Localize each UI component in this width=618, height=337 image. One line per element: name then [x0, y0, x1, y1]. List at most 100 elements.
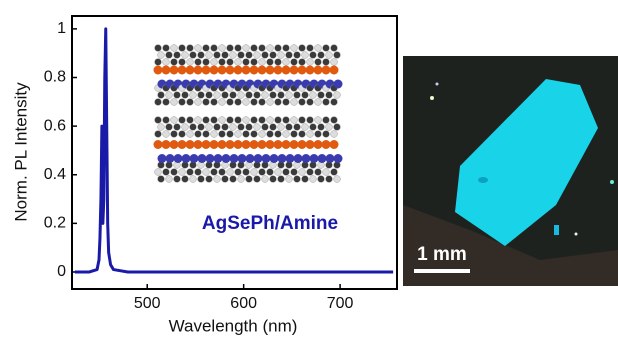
atom [267, 45, 274, 52]
atom [314, 66, 323, 75]
atom [182, 176, 189, 183]
atom [299, 99, 306, 106]
atom [246, 92, 253, 99]
atom [174, 124, 181, 131]
atom [243, 45, 250, 52]
atom [166, 52, 173, 59]
atom [275, 45, 282, 52]
y-axis-label: Norm. PL Intensity [11, 82, 30, 222]
atom [230, 124, 237, 131]
atom [195, 99, 202, 106]
atom [302, 176, 309, 183]
atom [302, 154, 311, 163]
atom [190, 52, 197, 59]
y-tick-label: 1 [57, 20, 66, 37]
atom [267, 169, 274, 176]
atom [166, 154, 175, 163]
atom [203, 117, 210, 124]
atom [251, 117, 258, 124]
atom [291, 169, 298, 176]
atom [283, 117, 290, 124]
speck [436, 83, 439, 86]
atom [235, 131, 242, 138]
atom [278, 52, 285, 59]
atom [299, 59, 306, 66]
atom [246, 154, 255, 163]
photo: 1 mm [403, 56, 618, 286]
atom [227, 99, 234, 106]
atom [179, 99, 186, 106]
atom [187, 45, 194, 52]
atom [238, 176, 245, 183]
atom [163, 45, 170, 52]
atom [302, 124, 309, 131]
scale-bar-label: 1 mm [417, 244, 467, 265]
atom [158, 124, 165, 131]
atom [254, 176, 261, 183]
atom [171, 99, 178, 106]
atom [222, 176, 229, 183]
atom [283, 99, 290, 106]
atom [227, 117, 234, 124]
atom [267, 117, 274, 124]
atom [214, 176, 221, 183]
atom [235, 117, 242, 124]
atom [226, 66, 235, 75]
atom [243, 169, 250, 176]
atom [294, 176, 301, 183]
y-tick-label: 0.6 [44, 117, 66, 134]
atom [315, 59, 322, 66]
atom [218, 140, 227, 149]
atom [162, 140, 171, 149]
atom [211, 45, 218, 52]
atom [186, 140, 195, 149]
atom [174, 92, 181, 99]
atom [254, 52, 261, 59]
atom [334, 176, 341, 183]
atom [206, 92, 213, 99]
atom [155, 131, 162, 138]
atom [182, 154, 191, 163]
atom [283, 131, 290, 138]
atom [227, 59, 234, 66]
atom [315, 131, 322, 138]
atom [179, 45, 186, 52]
atom [251, 45, 258, 52]
atom [210, 66, 219, 75]
atom [219, 99, 226, 106]
atom [326, 154, 335, 163]
atom [331, 117, 338, 124]
atom [227, 45, 234, 52]
atom [243, 131, 250, 138]
atom [315, 169, 322, 176]
atom [227, 131, 234, 138]
x-tick-label: 500 [134, 295, 161, 312]
atom [162, 66, 171, 75]
atom [270, 176, 277, 183]
atom [334, 124, 341, 131]
atom [274, 66, 283, 75]
atom [155, 99, 162, 106]
atom [182, 92, 189, 99]
atom [298, 140, 307, 149]
atom [190, 92, 197, 99]
atom [246, 176, 253, 183]
atom [243, 99, 250, 106]
atom [318, 124, 325, 131]
atom [278, 92, 285, 99]
atom [171, 59, 178, 66]
atom [190, 124, 197, 131]
atom [171, 117, 178, 124]
atom [238, 52, 245, 59]
atom [195, 59, 202, 66]
atom [323, 99, 330, 106]
atom [322, 66, 331, 75]
atom [166, 124, 173, 131]
atom [182, 52, 189, 59]
atom [267, 99, 274, 106]
atom [203, 45, 210, 52]
atom [202, 66, 211, 75]
atom [163, 117, 170, 124]
atom [323, 117, 330, 124]
atom [310, 124, 317, 131]
